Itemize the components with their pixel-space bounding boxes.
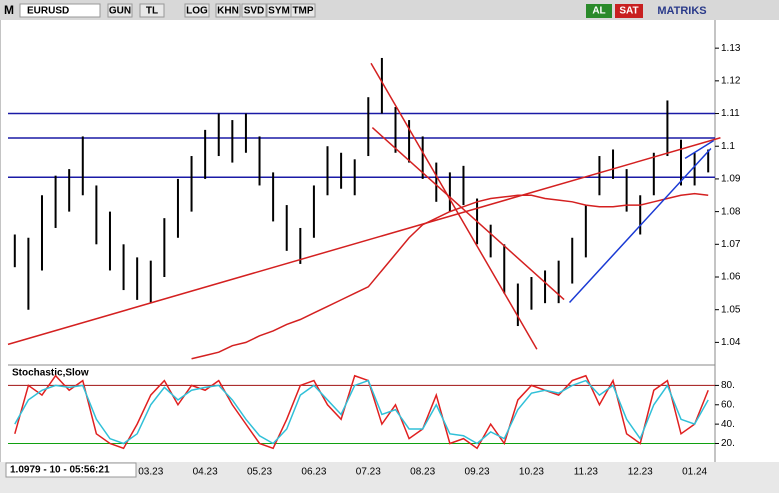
- y-tick-label: 80.: [721, 380, 735, 391]
- x-tick-label: 06.23: [301, 467, 326, 478]
- x-tick-label: 07.23: [356, 467, 381, 478]
- moving-average: [191, 192, 709, 360]
- y-tick-label: 1.09: [721, 174, 741, 185]
- logo: M: [4, 3, 14, 17]
- x-tick-label: 11.23: [574, 467, 599, 478]
- toolbar-button-label[interactable]: SYM: [268, 6, 290, 17]
- toolbar-button-label[interactable]: TL: [146, 6, 158, 17]
- toolbar-button[interactable]: [184, 3, 210, 18]
- x-tick-label: 08.23: [410, 467, 435, 478]
- y-tick-label: 1.06: [721, 272, 741, 283]
- x-tick-label: 03.23: [138, 467, 163, 478]
- y-tick-label: 20.: [721, 438, 735, 449]
- y-tick-label: 1.04: [721, 337, 741, 348]
- trend-line: [371, 127, 565, 301]
- sell-label[interactable]: SAT: [619, 6, 638, 17]
- toolbar-button-label[interactable]: GUN: [109, 6, 131, 17]
- status: 1.0979 - 10 - 05:56:21: [10, 465, 110, 476]
- trend-line: [7, 137, 721, 346]
- y-tick-label: 40.: [721, 419, 735, 430]
- toolbar-button[interactable]: [215, 3, 241, 18]
- toolbar-button[interactable]: [241, 3, 267, 18]
- toolbar-button-label[interactable]: KHN: [217, 6, 239, 17]
- y-tick-label: 60.: [721, 399, 735, 410]
- y-tick-label: 1.12: [721, 75, 741, 86]
- brand: MATRIKS: [657, 5, 706, 17]
- x-tick-label: 10.23: [519, 467, 544, 478]
- toolbar-button-label[interactable]: LOG: [186, 6, 208, 17]
- trend-line: [684, 140, 715, 159]
- x-tick-label: 12.23: [628, 467, 653, 478]
- oscillator-line: [14, 374, 709, 450]
- y-tick-label: 1.11: [721, 108, 740, 119]
- x-tick-label: 01.24: [682, 467, 707, 478]
- y-tick-label: 1.05: [721, 304, 741, 315]
- toolbar-button-label[interactable]: SVD: [244, 6, 265, 17]
- trend-line: [370, 62, 538, 350]
- x-tick-label: 04.23: [193, 467, 218, 478]
- buy-button[interactable]: [586, 4, 612, 18]
- trend-line: [568, 148, 712, 304]
- pane-title: Stochastic,Slow: [12, 368, 89, 379]
- sell-button[interactable]: [615, 4, 643, 18]
- toolbar-button[interactable]: [290, 3, 316, 18]
- axis-area: [715, 20, 779, 462]
- symbol-box[interactable]: [19, 3, 101, 18]
- toolbar-button-label[interactable]: TMP: [292, 6, 313, 17]
- y-tick-label: 1.13: [721, 43, 741, 54]
- y-tick-label: 1.1: [721, 141, 735, 152]
- toolbar-button[interactable]: [139, 3, 165, 18]
- status-box: [5, 462, 137, 478]
- y-tick-label: 1.08: [721, 206, 741, 217]
- x-tick-label: 09.23: [465, 467, 490, 478]
- buy-label[interactable]: AL: [592, 6, 605, 17]
- y-tick-label: 1.07: [721, 239, 741, 250]
- toolbar-button[interactable]: [107, 3, 133, 18]
- oscillator-line: [14, 379, 709, 445]
- symbol[interactable]: EURUSD: [27, 6, 69, 17]
- x-tick-label: 05.23: [247, 467, 272, 478]
